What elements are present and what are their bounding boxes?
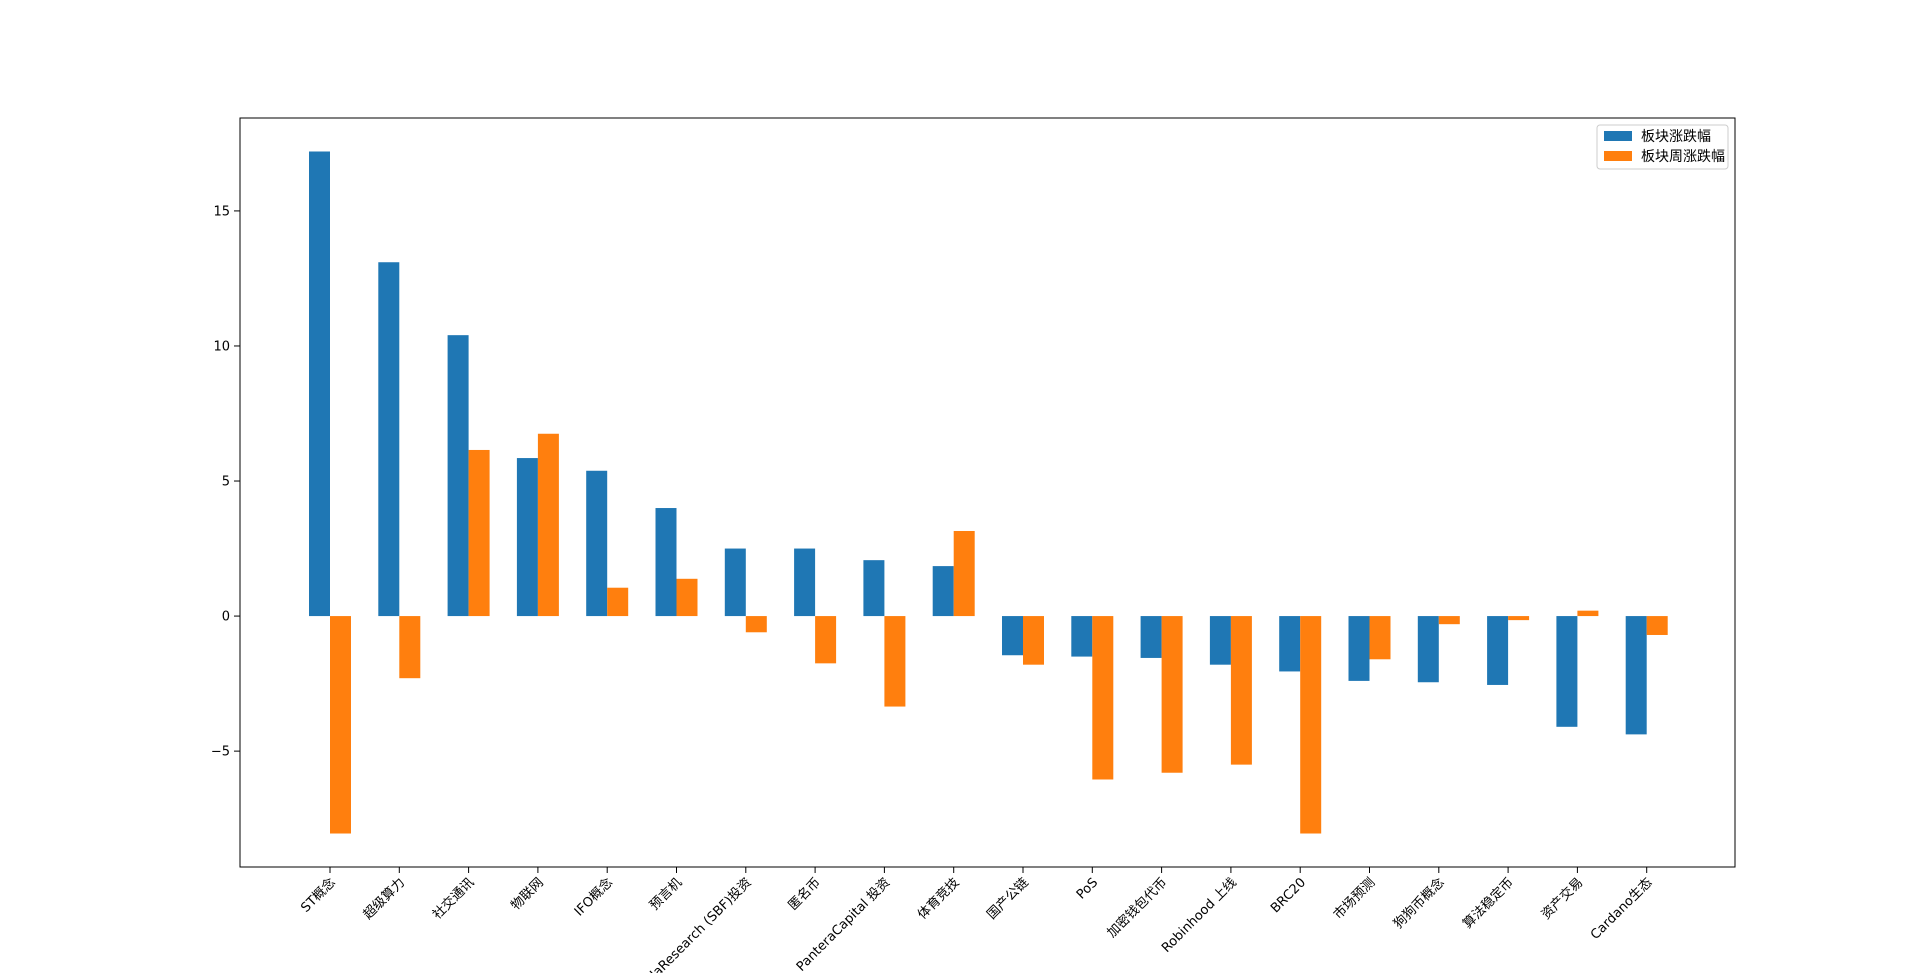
y-axis: −5 0 5 10 15	[211, 204, 240, 760]
bar-series-1-8	[794, 548, 816, 617]
bar-series-2-15	[1300, 616, 1322, 834]
bar-series-1-10	[932, 566, 954, 617]
x-tick-label: 匿名币	[785, 875, 824, 914]
x-tick-label: 社交通讯	[429, 875, 477, 923]
x-tick-label: AlamedaResearch (SBF)投资	[615, 875, 755, 973]
bar-series-2-4	[537, 433, 559, 617]
y-tick-label: 10	[213, 339, 230, 354]
axes-frame	[239, 117, 1736, 868]
x-tick-label: ST概念	[298, 875, 339, 916]
bar-series-2-5	[607, 587, 629, 617]
x-tick-label: 算法稳定币	[1460, 875, 1517, 932]
bar-series-1-17	[1417, 616, 1439, 683]
legend: 板块涨跌幅 板块周涨跌幅	[1596, 124, 1729, 170]
bar-series-2-2	[399, 616, 421, 679]
bars-layer	[309, 151, 1668, 834]
x-tick-label: 体育竞技	[914, 875, 962, 923]
bar-series-2-16	[1369, 616, 1391, 660]
bar-series-1-13	[1140, 616, 1162, 658]
x-tick-label: BRC20	[1268, 875, 1309, 916]
bar-series-1-3	[447, 335, 469, 617]
x-tick-label: 加密钱包代币	[1104, 875, 1170, 941]
legend-label-series-1: 板块涨跌幅	[1641, 129, 1711, 145]
bar-series-2-3	[468, 449, 490, 617]
bar-series-2-1	[330, 616, 351, 834]
bar-series-1-5	[586, 470, 608, 617]
bar-series-2-19	[1577, 610, 1599, 617]
legend-label-series-2: 板块周涨跌幅	[1641, 149, 1725, 165]
legend-swatch-series-2	[1604, 151, 1632, 161]
y-tick-label: 5	[222, 475, 230, 490]
bar-series-1-4	[516, 458, 538, 617]
bar-series-2-17	[1438, 616, 1460, 625]
bar-series-2-14	[1230, 616, 1252, 765]
bar-series-2-18	[1508, 616, 1530, 621]
x-tick-label: Cardano生态	[1588, 875, 1656, 943]
bar-series-1-14	[1209, 616, 1231, 665]
bar-series-2-13	[1161, 616, 1183, 773]
x-tick-label: 预言机	[647, 875, 685, 913]
x-tick-label: 物联网	[509, 875, 547, 913]
bar-series-1-15	[1279, 616, 1301, 672]
x-tick-label: 狗狗币概念	[1390, 875, 1447, 932]
bar-series-1-16	[1348, 616, 1370, 681]
x-tick-label: Robinhood 上线	[1159, 875, 1240, 956]
bar-series-1-2	[378, 262, 400, 617]
bar-series-2-9	[884, 616, 906, 707]
bar-series-2-12	[1092, 616, 1114, 780]
y-tick-label: −5	[211, 745, 230, 760]
bar-series-2-7	[745, 616, 767, 633]
x-tick-label: 国产公链	[984, 875, 1031, 922]
legend-swatch-series-1	[1604, 131, 1632, 141]
bar-series-1-11	[1002, 616, 1023, 656]
bar-series-2-11	[1023, 616, 1044, 665]
x-tick-label: 资产交易	[1538, 875, 1586, 923]
bar-series-2-6	[676, 578, 698, 617]
x-tick-label: 市场预测	[1330, 875, 1378, 923]
bar-series-1-9	[863, 560, 885, 617]
bar-series-2-10	[953, 530, 975, 617]
bar-series-1-19	[1556, 616, 1578, 727]
x-tick-label: 超级算力	[361, 875, 408, 922]
x-tick-label: IFO概念	[571, 875, 616, 920]
bar-series-1-1	[309, 151, 330, 617]
bar-series-1-12	[1071, 616, 1093, 657]
bar-series-1-6	[655, 508, 677, 617]
bar-series-2-8	[815, 616, 837, 664]
bar-series-1-7	[724, 548, 746, 617]
bar-series-1-20	[1625, 616, 1647, 735]
y-tick-label: 0	[222, 610, 230, 625]
x-tick-label: PoS	[1074, 875, 1101, 902]
y-tick-label: 15	[213, 204, 230, 219]
bar-series-1-18	[1487, 616, 1509, 685]
bar-series-2-20	[1646, 616, 1668, 635]
